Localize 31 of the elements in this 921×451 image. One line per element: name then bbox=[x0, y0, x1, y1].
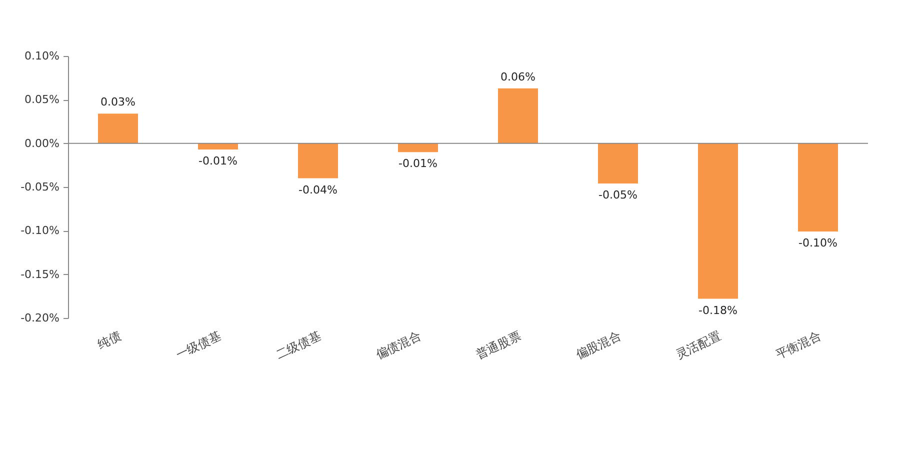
bar bbox=[498, 88, 538, 144]
bar bbox=[798, 143, 838, 232]
y-tick-label: 0.05% bbox=[24, 93, 60, 106]
x-tick-label: 平衡混合 bbox=[774, 328, 824, 362]
y-tick-label: -0.15% bbox=[20, 268, 60, 281]
data-label: 0.06% bbox=[500, 70, 536, 84]
data-label: -0.04% bbox=[298, 183, 338, 196]
data-label: -0.01% bbox=[398, 157, 438, 170]
x-tick-label: 偏股混合 bbox=[574, 328, 624, 362]
y-tick-label: -0.10% bbox=[20, 224, 60, 238]
bar bbox=[698, 143, 738, 299]
y-tick-label: 0.00% bbox=[24, 136, 60, 150]
bar bbox=[98, 114, 138, 144]
y-tick-label: 0.10% bbox=[24, 50, 60, 62]
data-label: -0.05% bbox=[598, 188, 638, 202]
x-tick-label: 纯债 bbox=[95, 328, 124, 352]
y-tick-label: -0.20% bbox=[20, 312, 60, 324]
bar bbox=[398, 143, 438, 152]
data-label: -0.18% bbox=[698, 304, 738, 317]
x-tick-label: 灵活配置 bbox=[674, 328, 724, 362]
x-tick-label: 一级债基 bbox=[174, 328, 224, 362]
data-label: 0.03% bbox=[100, 96, 136, 109]
data-label: -0.01% bbox=[198, 154, 238, 168]
bar bbox=[198, 143, 238, 150]
x-tick-label: 偏债混合 bbox=[374, 328, 424, 362]
y-tick-label: -0.05% bbox=[20, 180, 60, 194]
x-tick-label: 普通股票 bbox=[474, 328, 524, 362]
bar bbox=[298, 143, 338, 178]
x-tick-label: 二级债基 bbox=[274, 328, 324, 362]
data-label: -0.10% bbox=[798, 236, 838, 250]
bar bbox=[598, 143, 638, 184]
